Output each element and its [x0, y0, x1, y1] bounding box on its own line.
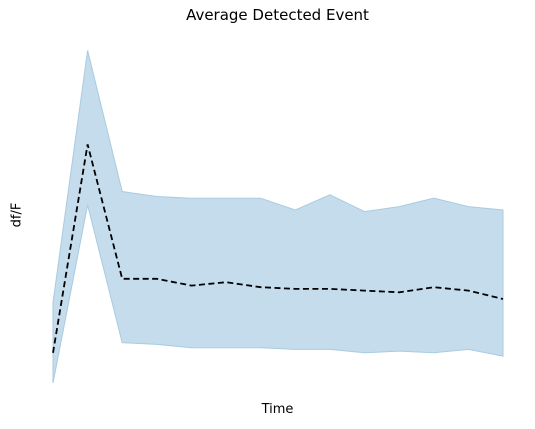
mean-line — [52, 144, 504, 353]
confidence-band — [52, 50, 504, 384]
chart-title: Average Detected Event — [186, 6, 369, 24]
x-axis-label: Time — [261, 402, 294, 417]
